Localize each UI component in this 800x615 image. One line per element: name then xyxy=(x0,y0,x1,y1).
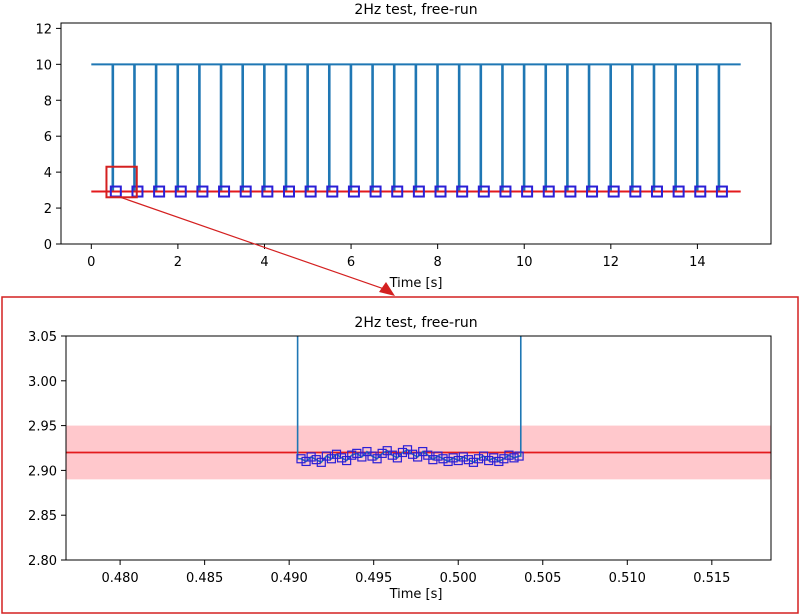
zoom-sample-marker xyxy=(494,456,504,467)
zoom-x-tick-label: 0.485 xyxy=(186,571,223,586)
overview-x-tick-label: 8 xyxy=(434,255,442,270)
overview-y-tick-label: 8 xyxy=(44,94,52,109)
overview-chart: 2Hz test, free-run 0 2 4 6 8 10 12 14 0 2 4 6 8 10 12… xyxy=(35,2,772,291)
overview-low-marker xyxy=(586,185,599,198)
zoom-sample-marker xyxy=(321,451,331,461)
overview-low-marker xyxy=(499,185,512,198)
overview-low-marker xyxy=(174,185,187,198)
overview-low-marker xyxy=(261,185,274,198)
zoom-y-tick-label: 2.85 xyxy=(28,509,57,524)
overview-low-marker xyxy=(672,185,685,198)
zoom-y-tick-label: 2.95 xyxy=(28,420,57,435)
overview-low-marker xyxy=(521,185,534,198)
overview-low-marker xyxy=(239,185,252,198)
zoom-sample-marker xyxy=(342,455,352,466)
zoom-sample-marker xyxy=(377,448,387,458)
overview-x-tick-label: 4 xyxy=(260,255,268,270)
overview-plot-frame xyxy=(60,22,772,245)
zoom-sample-marker xyxy=(433,451,443,461)
overview-x-tick-label: 12 xyxy=(603,255,620,270)
overview-low-marker xyxy=(477,185,490,198)
zoom-plot-frame xyxy=(65,335,772,561)
zoom-chart: 2Hz test, free-run 0.480 0.485 0.490 0.495 0… xyxy=(28,315,772,602)
zoom-sample-marker xyxy=(392,453,402,463)
zoom-sample-marker xyxy=(407,449,418,459)
zoom-sample-marker xyxy=(413,452,423,462)
overview-low-marker xyxy=(650,185,663,198)
overview-y-tick-label: 10 xyxy=(35,58,52,73)
zoom-x-tick-label: 0.510 xyxy=(609,571,646,586)
zoom-x-tick-label: 0.490 xyxy=(271,571,308,586)
overview-low-marker xyxy=(434,185,447,198)
overview-low-marker xyxy=(412,185,425,198)
overview-y-tick-label: 4 xyxy=(44,166,52,181)
overview-low-marker xyxy=(282,185,295,198)
overview-signal-line xyxy=(91,63,741,193)
zoom-sample-marker xyxy=(311,455,321,465)
overview-low-marker xyxy=(456,185,469,198)
zoom-sample-marker xyxy=(514,451,524,461)
zoom-y-tick-label: 2.90 xyxy=(28,464,57,479)
zoom-x-tick-label: 0.480 xyxy=(101,571,138,586)
zoom-x-tick-label: 0.505 xyxy=(524,571,561,586)
zoom-y-tick-label: 3.00 xyxy=(28,375,57,390)
zoom-x-tick-label: 0.500 xyxy=(440,571,477,586)
zoom-x-axis-label: Time [s] xyxy=(389,587,443,602)
zoom-chart-title: 2Hz test, free-run xyxy=(354,315,477,331)
overview-x-tick-label: 2 xyxy=(174,255,182,270)
zoom-sample-marker xyxy=(357,452,367,462)
overview-low-marker xyxy=(391,185,404,198)
zoom-sample-marker xyxy=(458,452,468,462)
overview-x-tick-label: 10 xyxy=(516,255,533,270)
overview-low-marker xyxy=(153,185,166,198)
overview-y-tick-label: 6 xyxy=(44,130,52,145)
zoom-y-tick-label: 3.05 xyxy=(28,330,57,345)
zoom-sample-marker xyxy=(336,453,347,463)
zoom-sample-marker xyxy=(473,454,484,464)
zoom-sample-marker xyxy=(504,450,514,460)
zoom-sample-marker xyxy=(387,450,397,460)
overview-x-axis-label: Time [s] xyxy=(389,276,443,291)
overview-y-tick-label: 2 xyxy=(44,202,52,217)
zoom-sample-marker xyxy=(397,447,408,458)
zoom-sample-marker xyxy=(316,457,326,467)
zoom-sample-marker xyxy=(372,454,382,464)
zoom-y-tick-label: 2.80 xyxy=(28,554,57,569)
overview-y-tick-label: 12 xyxy=(35,22,52,37)
zoom-sample-marker xyxy=(463,455,473,465)
overview-x-tick-label: 6 xyxy=(347,255,355,270)
overview-x-tick-label: 14 xyxy=(689,255,706,270)
zoom-x-tick-label: 0.515 xyxy=(693,571,730,586)
overview-low-marker xyxy=(694,185,707,198)
zoom-sample-marker xyxy=(484,455,494,466)
overview-chart-title: 2Hz test, free-run xyxy=(354,2,477,18)
zoom-arrow-head xyxy=(379,282,395,296)
zoom-panel-frame xyxy=(1,296,799,614)
zoom-sample-marker xyxy=(367,451,377,461)
zoom-x-tick-label: 0.495 xyxy=(355,571,392,586)
overview-low-marker xyxy=(304,185,317,198)
zoom-sample-marker xyxy=(509,453,519,463)
overview-low-marker xyxy=(629,185,642,198)
overview-low-marker xyxy=(715,185,728,198)
zoom-sample-marker xyxy=(296,454,306,464)
overview-low-marker xyxy=(218,185,231,198)
zoom-connector xyxy=(105,165,395,296)
zoom-arrow-line xyxy=(120,196,388,291)
overview-low-marker xyxy=(347,185,360,198)
overview-low-marker xyxy=(542,185,555,198)
overview-low-marker xyxy=(326,185,339,198)
zoom-sample-marker xyxy=(438,454,448,464)
overview-low-marker xyxy=(564,185,577,198)
zoom-sample-marker xyxy=(306,452,316,462)
overview-low-marker xyxy=(369,185,382,198)
overview-x-tick-label: 0 xyxy=(87,255,95,270)
zoom-sample-marker xyxy=(448,453,458,463)
overview-low-marker xyxy=(196,185,209,198)
overview-low-marker xyxy=(607,185,620,198)
zoom-sample-marker xyxy=(347,450,357,460)
overview-y-tick-label: 0 xyxy=(44,238,52,253)
